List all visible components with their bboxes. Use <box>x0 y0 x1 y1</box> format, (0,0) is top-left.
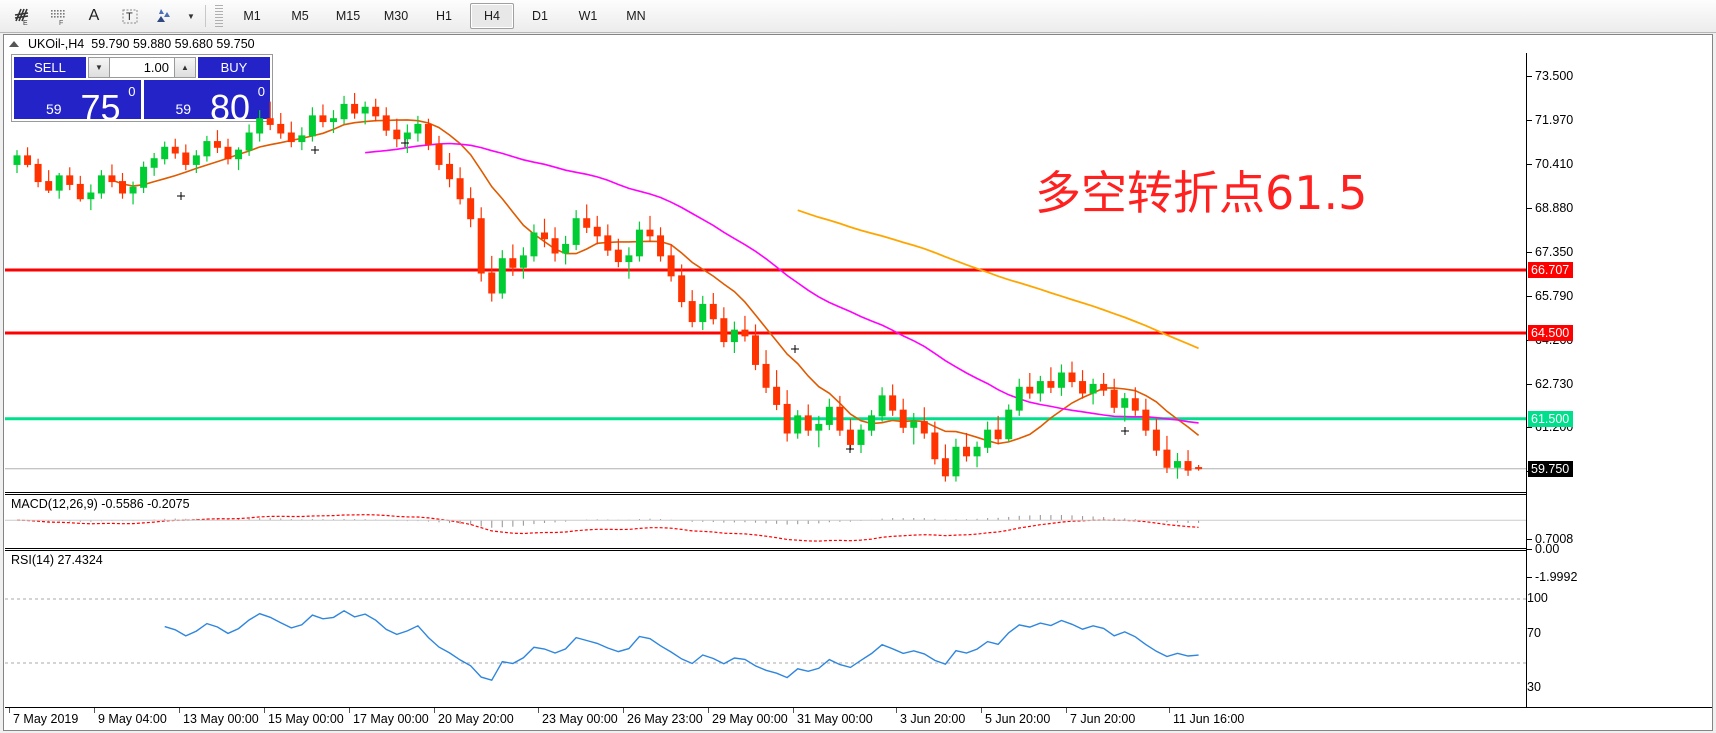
time-label: 9 May 04:00 <box>98 712 167 726</box>
price-scale[interactable]: 73.50071.97070.41068.88067.35065.79064.2… <box>1526 53 1712 730</box>
ask-price-fraction: 0 <box>257 84 265 99</box>
time-label: 31 May 00:00 <box>797 712 873 726</box>
time-scale[interactable]: 7 May 2019 9 May 04:00 13 May 00:00 15 May … <box>5 707 1712 730</box>
time-tick-mark <box>434 708 435 713</box>
timeframe-button-h1[interactable]: H1 <box>436 9 452 23</box>
timeframe-button-d1[interactable]: D1 <box>532 9 548 23</box>
timeframe-button-w1[interactable]: W1 <box>578 9 598 23</box>
time-tick-mark <box>264 708 265 713</box>
time-tick-mark <box>94 708 95 713</box>
svg-text:E: E <box>23 20 28 26</box>
time-label: 20 May 20:00 <box>438 712 514 726</box>
chart-window: UKOil-,H4 59.790 59.880 59.680 59.750 SE… <box>3 34 1713 731</box>
timeframe-button-m30[interactable]: M30 <box>383 9 409 23</box>
price-tick: 67.350 <box>1527 245 1573 259</box>
ohlc-values: 59.790 59.880 59.680 59.750 <box>91 36 255 51</box>
chart-annotation-text[interactable]: 多空转折点61.5 <box>1035 166 1368 220</box>
bid-price-fraction: 0 <box>128 84 136 99</box>
trade-prices-row: 59 75 0 59 80 0 <box>12 80 272 121</box>
time-label: 15 May 00:00 <box>268 712 344 726</box>
expert-advisor-icon[interactable]: E <box>6 2 38 30</box>
time-label: 23 May 00:00 <box>542 712 618 726</box>
bid-price-cell[interactable]: 59 75 0 <box>14 80 141 119</box>
trade-controls-row: SELL ▼ 1.00 ▲ BUY <box>12 55 272 80</box>
macd-tick: 0.7008 <box>1527 532 1573 546</box>
rsi-tick: 70 <box>1527 626 1541 640</box>
time-tick-mark <box>981 708 982 713</box>
price-level-badge[interactable]: 59.750 <box>1528 460 1574 477</box>
time-tick-mark <box>538 708 539 713</box>
grid-f-icon[interactable]: F <box>42 2 74 30</box>
rsi-pane[interactable]: RSI(14) 27.4324 <box>5 550 1527 710</box>
chart-plot-area: MACD(12,26,9) -0.5586 -0.2075 RSI(14) 27… <box>5 53 1712 730</box>
price-tick: 71.970 <box>1527 113 1573 127</box>
macd-pane[interactable]: MACD(12,26,9) -0.5586 -0.2075 <box>5 494 1527 549</box>
time-tick-mark <box>623 708 624 713</box>
time-label: 13 May 00:00 <box>183 712 259 726</box>
macd-indicator-label: MACD(12,26,9) -0.5586 -0.2075 <box>11 497 190 511</box>
ask-price-integer: 59 <box>175 101 192 117</box>
timeframe-button-m15[interactable]: M15 <box>335 9 361 23</box>
time-label: 26 May 23:00 <box>627 712 703 726</box>
bid-price-main: 75 <box>80 87 121 120</box>
rsi-indicator-label: RSI(14) 27.4324 <box>11 553 103 567</box>
time-tick-mark <box>179 708 180 713</box>
toolbar-separator <box>205 5 206 27</box>
time-tick-mark <box>1066 708 1067 713</box>
price-level-badge[interactable]: 61.500 <box>1528 410 1574 427</box>
timeframe-button-h4[interactable]: H4 <box>470 3 514 29</box>
bid-price-integer: 59 <box>46 101 62 117</box>
shapes-dropdown-arrow-icon[interactable]: ▼ <box>187 11 195 21</box>
price-tick: 65.790 <box>1527 289 1573 303</box>
main-toolbar: E F A T ▼ <box>0 0 1716 33</box>
buy-button[interactable]: BUY <box>198 57 270 78</box>
time-label: 3 Jun 20:00 <box>900 712 966 726</box>
price-level-badge[interactable]: 64.500 <box>1528 325 1574 341</box>
price-level-badge[interactable]: 66.707 <box>1528 261 1574 278</box>
rsi-tick: 30 <box>1527 680 1541 694</box>
time-label: 7 May 2019 <box>13 712 79 726</box>
symbol-info-bar: UKOil-,H4 59.790 59.880 59.680 59.750 <box>4 35 1712 52</box>
volume-stepper: ▼ 1.00 ▲ <box>88 57 196 78</box>
macd-tick: 0.00 <box>1527 542 1559 556</box>
text-label-icon[interactable]: A <box>88 7 100 24</box>
price-tick: 62.730 <box>1527 377 1573 391</box>
timeframe-button-mn[interactable]: MN <box>626 9 646 23</box>
text-box-icon[interactable]: T <box>114 2 146 30</box>
one-click-trading-panel: SELL ▼ 1.00 ▲ BUY 59 75 0 59 80 0 <box>11 54 273 122</box>
price-tick: 70.410 <box>1527 157 1573 171</box>
svg-text:F: F <box>59 20 63 26</box>
timeframe-button-m5[interactable]: M5 <box>291 9 309 23</box>
symbol-label: UKOil-,H4 <box>28 36 85 51</box>
volume-input[interactable]: 1.00 <box>110 57 174 78</box>
ask-price-main: 80 <box>209 87 250 120</box>
time-tick-mark <box>708 708 709 713</box>
time-tick-mark <box>349 708 350 713</box>
timeframe-button-m1[interactable]: M1 <box>243 9 261 23</box>
collapse-triangle-icon[interactable] <box>9 40 19 47</box>
price-tick: 68.880 <box>1527 201 1573 215</box>
time-tick-mark <box>9 708 10 713</box>
time-tick-mark <box>793 708 794 713</box>
sell-button[interactable]: SELL <box>14 57 86 78</box>
svg-text:T: T <box>126 11 133 23</box>
volume-increment-icon[interactable]: ▲ <box>174 57 196 78</box>
shapes-icon[interactable] <box>150 2 182 30</box>
rsi-tick: 100 <box>1527 591 1548 605</box>
price-pane[interactable] <box>5 53 1527 493</box>
time-tick-mark <box>896 708 897 713</box>
timeframe-group: M1 M5 M15 M30 H1 H4 D1 W1 MN <box>228 3 660 29</box>
ask-price-cell[interactable]: 59 80 0 <box>143 80 270 120</box>
time-label: 7 Jun 20:00 <box>1070 712 1136 726</box>
toolbar-grip[interactable] <box>215 5 223 27</box>
volume-decrement-icon[interactable]: ▼ <box>88 57 110 78</box>
time-label: 5 Jun 20:00 <box>985 712 1051 726</box>
time-label: 29 May 00:00 <box>712 712 788 726</box>
price-tick: 73.500 <box>1527 69 1573 83</box>
time-label: 17 May 00:00 <box>353 712 429 726</box>
time-label: 11 Jun 16:00 <box>1173 712 1245 726</box>
macd-tick: -1.9992 <box>1527 570 1577 584</box>
time-tick-mark <box>1169 708 1170 713</box>
